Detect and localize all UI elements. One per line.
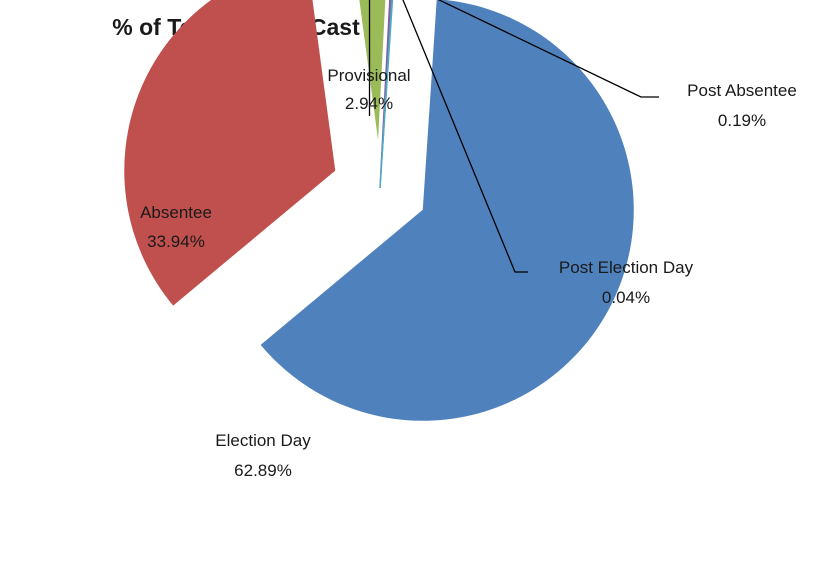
slice-label-post-election-day-value: 0.04% xyxy=(602,288,650,307)
slice-label-provisional-value: 2.94% xyxy=(345,94,393,113)
slice-label-provisional-name: Provisional xyxy=(327,66,410,85)
slice-label-election-day-name: Election Day xyxy=(215,431,311,450)
pie-slice-provisional xyxy=(359,0,386,141)
leader-lines xyxy=(368,0,659,273)
slice-label-absentee-name: Absentee xyxy=(140,203,212,222)
slice-label-absentee-value: 33.94% xyxy=(147,232,205,251)
slice-label-post-absentee-name: Post Absentee xyxy=(687,81,797,100)
pie-slice-absentee xyxy=(124,0,336,306)
leader-line-post-absentee xyxy=(437,0,659,98)
pie-slices xyxy=(124,0,634,421)
leader-line-post-election-day xyxy=(402,0,528,273)
slice-label-election-day-value: 62.89% xyxy=(234,461,292,480)
slice-label-post-election-day-name: Post Election Day xyxy=(559,258,694,277)
pie-slice-election-day xyxy=(260,0,634,421)
slice-label-post-absentee-value: 0.19% xyxy=(718,111,766,130)
